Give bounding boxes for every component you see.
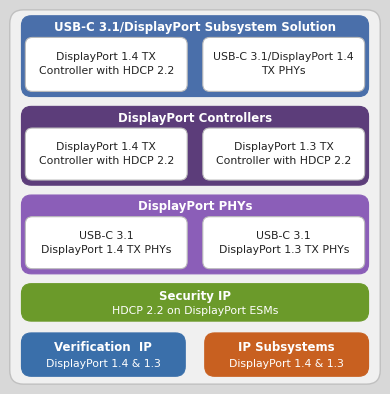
Text: IP Subsystems: IP Subsystems bbox=[238, 341, 335, 354]
Text: DisplayPort 1.4 TX
Controller with HDCP 2.2: DisplayPort 1.4 TX Controller with HDCP … bbox=[39, 52, 174, 76]
FancyBboxPatch shape bbox=[203, 217, 365, 269]
FancyBboxPatch shape bbox=[25, 217, 187, 269]
Text: USB-C 3.1
DisplayPort 1.4 TX PHYs: USB-C 3.1 DisplayPort 1.4 TX PHYs bbox=[41, 231, 172, 255]
FancyBboxPatch shape bbox=[21, 195, 369, 274]
FancyBboxPatch shape bbox=[25, 128, 187, 180]
Text: HDCP 2.2 on DisplayPort ESMs: HDCP 2.2 on DisplayPort ESMs bbox=[112, 306, 278, 316]
Text: DisplayPort 1.4 TX
Controller with HDCP 2.2: DisplayPort 1.4 TX Controller with HDCP … bbox=[39, 142, 174, 166]
Text: DisplayPort 1.4 & 1.3: DisplayPort 1.4 & 1.3 bbox=[46, 359, 161, 369]
Text: Security IP: Security IP bbox=[159, 290, 231, 303]
FancyBboxPatch shape bbox=[10, 10, 380, 384]
FancyBboxPatch shape bbox=[203, 37, 365, 91]
Text: USB-C 3.1
DisplayPort 1.3 TX PHYs: USB-C 3.1 DisplayPort 1.3 TX PHYs bbox=[218, 231, 349, 255]
FancyBboxPatch shape bbox=[203, 128, 365, 180]
Text: DisplayPort 1.3 TX
Controller with HDCP 2.2: DisplayPort 1.3 TX Controller with HDCP … bbox=[216, 142, 351, 166]
FancyBboxPatch shape bbox=[21, 284, 369, 321]
Text: USB-C 3.1/DisplayPort Subsystem Solution: USB-C 3.1/DisplayPort Subsystem Solution bbox=[54, 21, 336, 34]
Text: DisplayPort 1.4 & 1.3: DisplayPort 1.4 & 1.3 bbox=[229, 359, 344, 369]
FancyBboxPatch shape bbox=[21, 106, 369, 185]
FancyBboxPatch shape bbox=[205, 333, 369, 376]
FancyBboxPatch shape bbox=[25, 37, 187, 91]
Text: DisplayPort Controllers: DisplayPort Controllers bbox=[118, 112, 272, 125]
FancyBboxPatch shape bbox=[21, 16, 369, 97]
FancyBboxPatch shape bbox=[21, 333, 185, 376]
Text: DisplayPort PHYs: DisplayPort PHYs bbox=[138, 201, 252, 213]
Text: USB-C 3.1/DisplayPort 1.4
TX PHYs: USB-C 3.1/DisplayPort 1.4 TX PHYs bbox=[213, 52, 354, 76]
Text: Verification  IP: Verification IP bbox=[55, 341, 152, 354]
